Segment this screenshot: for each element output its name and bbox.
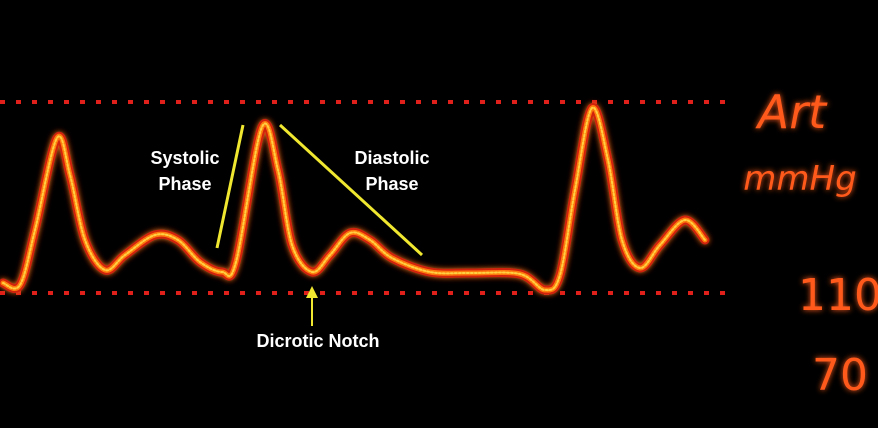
- notch-label: Dicrotic Notch: [256, 331, 379, 351]
- arterial-waveform: [0, 103, 710, 295]
- diastolic-label: Diastolic: [354, 148, 429, 168]
- monitor-unit: mmHg: [743, 159, 856, 199]
- notch-arrowhead: [306, 286, 318, 298]
- systolic-line: [215, 124, 245, 249]
- monitor-label: Art: [755, 85, 828, 139]
- systolic-label: Phase: [158, 174, 211, 194]
- systolic-label: Systolic: [150, 148, 219, 168]
- alarm-low: 70: [812, 350, 868, 401]
- diastolic-label: Phase: [365, 174, 418, 194]
- alarm-high: 110: [798, 270, 878, 321]
- waveform-trace: [2, 106, 706, 292]
- diastolic-line: [278, 123, 424, 257]
